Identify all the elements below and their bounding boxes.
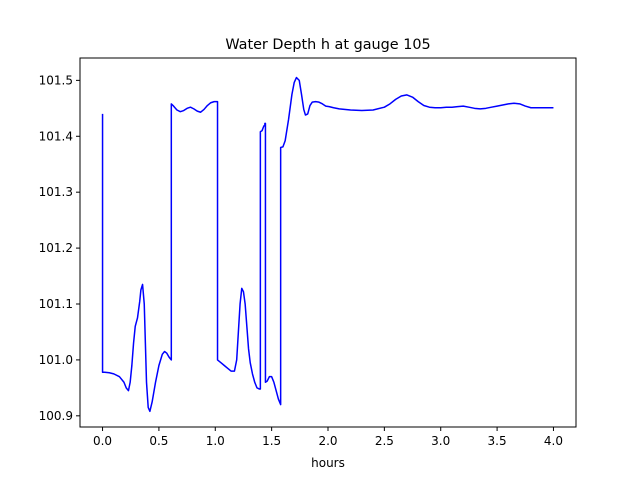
series-line-0 xyxy=(101,76,554,413)
x-axis: 0.0 0.5 1.0 1.5 2.0 2.5 3.0 3.5 4.0 xyxy=(93,427,563,448)
y-tick-label: 100.9 xyxy=(39,409,73,423)
x-tick-label: 1.0 xyxy=(206,434,225,448)
x-tick-label: 0.5 xyxy=(149,434,168,448)
y-tick-label: 101.5 xyxy=(39,73,73,87)
series-layer xyxy=(101,76,554,413)
x-tick-label: 3.0 xyxy=(431,434,450,448)
y-tick-label: 101.2 xyxy=(39,241,73,255)
y-tick-label: 101.1 xyxy=(39,297,73,311)
x-tick-label: 1.5 xyxy=(262,434,281,448)
y-axis: 100.9 101.0 101.1 101.2 101.3 101.4 101.5 xyxy=(39,73,80,423)
chart-title: Water Depth h at gauge 105 xyxy=(225,37,430,53)
x-tick-label: 0.0 xyxy=(93,434,112,448)
x-tick-label: 2.5 xyxy=(375,434,394,448)
y-tick-label: 101.4 xyxy=(39,129,73,143)
x-tick-label: 3.5 xyxy=(488,434,507,448)
x-tick-label: 2.0 xyxy=(318,434,337,448)
x-axis-label: hours xyxy=(311,456,345,470)
y-tick-label: 101.3 xyxy=(39,185,73,199)
x-tick-label: 4.0 xyxy=(544,434,563,448)
y-tick-label: 101.0 xyxy=(39,353,73,367)
